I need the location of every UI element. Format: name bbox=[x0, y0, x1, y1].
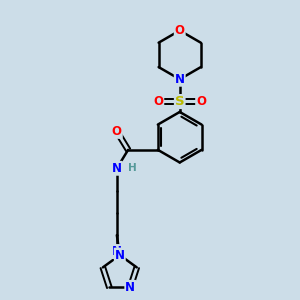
Text: N: N bbox=[112, 162, 122, 175]
Text: O: O bbox=[175, 24, 185, 37]
Text: O: O bbox=[153, 95, 163, 108]
Text: O: O bbox=[196, 95, 206, 108]
Text: N: N bbox=[115, 249, 125, 262]
Text: S: S bbox=[175, 95, 184, 108]
Text: N: N bbox=[125, 281, 135, 294]
Text: N: N bbox=[112, 245, 122, 258]
Text: O: O bbox=[112, 125, 122, 138]
Text: N: N bbox=[175, 73, 185, 86]
Text: H: H bbox=[128, 163, 137, 173]
